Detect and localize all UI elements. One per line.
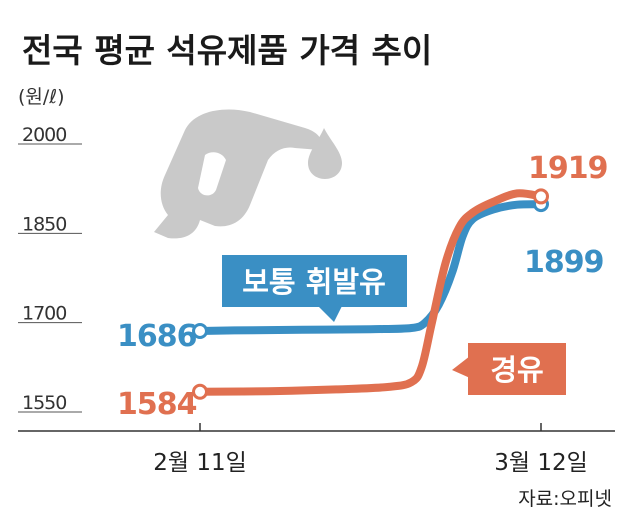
source-note: 자료:오피넷 [518,488,612,510]
gasoline-end-value: 1899 [524,245,604,280]
series-label-diesel-pointer [452,356,470,378]
y-axis-unit: (원/ℓ) [18,86,65,108]
series-label-gasoline-text: 보통 휘발유 [242,265,386,299]
series-label-diesel-box [468,343,566,395]
y-axis: 2000 1850 1700 1550 [18,124,82,414]
data-point-diesel-end [533,188,549,205]
series-label-gasoline-box [222,255,407,307]
data-point-gasoline-start [192,323,208,340]
series-label-diesel: 경유 [452,343,566,395]
series-label-diesel-text: 경유 [490,353,543,387]
series-label-gasoline: 보통 휘발유 [222,255,407,322]
chart-title: 전국 평균 석유제품 가격 추이 [22,31,432,70]
y-tick-label-1700: 1700 [22,303,66,325]
fuel-nozzle-icon [154,109,342,239]
series-label-gasoline-pointer [318,306,342,322]
gasoline-start-value: 1686 [117,319,197,354]
data-point-diesel-start [192,383,208,400]
y-tick-label-1550: 1550 [22,392,66,414]
x-tick-label-end: 3월 12일 [494,450,588,476]
y-tick-label-1850: 1850 [22,213,66,235]
diesel-end-value: 1919 [528,151,608,186]
series-lines [192,188,549,400]
series-line-diesel [196,189,545,396]
x-tick-label-start: 2월 11일 [153,450,247,476]
diesel-start-value: 1584 [117,387,197,422]
y-tick-label-2000: 2000 [22,124,66,146]
